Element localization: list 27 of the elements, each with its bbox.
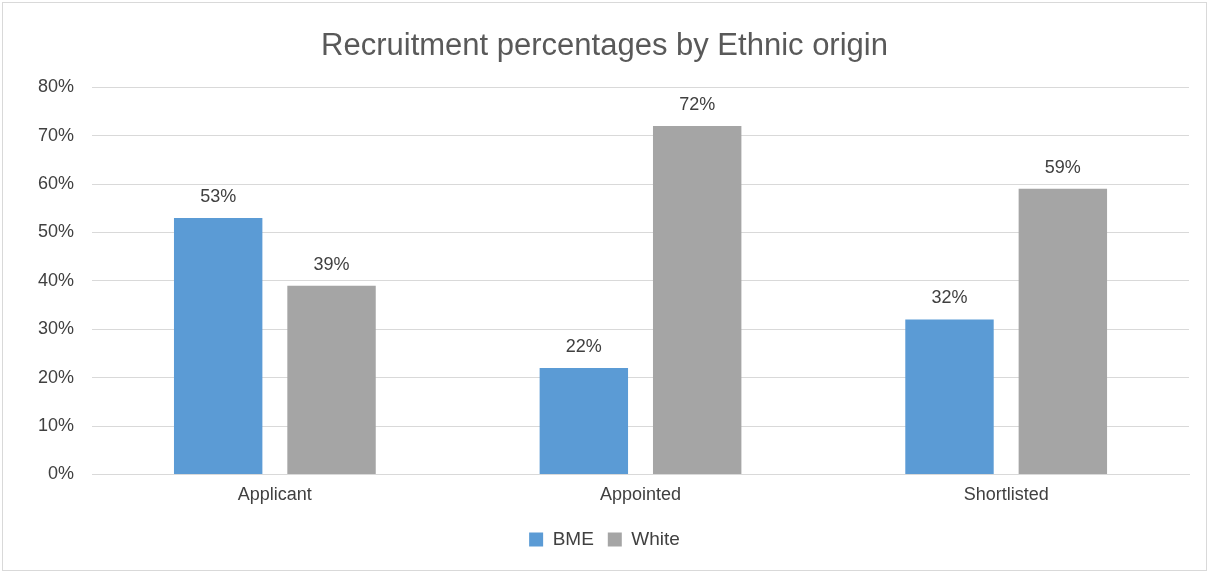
- bar: [287, 285, 376, 474]
- y-tick-label: 70%: [38, 124, 75, 145]
- y-tick-label: 0%: [48, 463, 75, 484]
- legend-label: White: [631, 527, 680, 549]
- y-tick-label: 30%: [38, 318, 75, 339]
- bar: [652, 125, 742, 474]
- bar: [1018, 188, 1108, 474]
- data-label: 39%: [313, 253, 350, 274]
- bar: [905, 319, 994, 474]
- data-label: 22%: [565, 335, 602, 356]
- y-tick-label: 10%: [38, 414, 75, 435]
- data-label: 53%: [200, 185, 237, 206]
- data-label: 59%: [1044, 156, 1081, 177]
- y-tick-label: 60%: [38, 172, 75, 193]
- y-tick-label: 80%: [38, 76, 75, 97]
- x-tick-label: Shortlisted: [963, 484, 1049, 505]
- y-tick-label: 40%: [38, 269, 75, 290]
- x-tick-label: Applicant: [237, 484, 312, 505]
- bar: [539, 367, 629, 474]
- y-tick-label: 20%: [38, 366, 75, 387]
- chart-title: Recruitment percentages by Ethnic origin: [321, 27, 888, 63]
- y-tick-label: 50%: [38, 221, 75, 242]
- bar: [173, 217, 263, 474]
- legend-label: BME: [552, 527, 594, 549]
- data-label: 32%: [931, 287, 968, 308]
- data-label: 72%: [679, 93, 716, 114]
- x-tick-label: Appointed: [599, 484, 682, 505]
